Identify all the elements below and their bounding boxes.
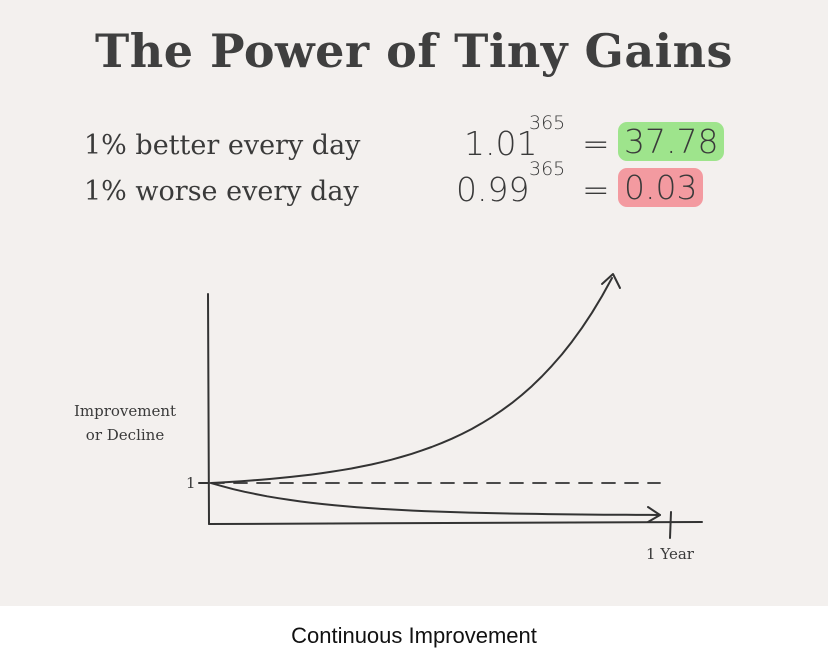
worse-equals: = bbox=[582, 170, 610, 209]
equation-worse: 1% worse every day 0.99 365 = 0.03 bbox=[84, 158, 764, 210]
equation-better: 1% better every day 1.01 365 = 37.78 bbox=[84, 112, 764, 164]
x-axis-label: 1 Year bbox=[646, 545, 695, 563]
better-base: 1.01 bbox=[464, 124, 538, 163]
better-exponent: 365 bbox=[529, 112, 566, 134]
worse-curve bbox=[210, 482, 661, 516]
worse-result: 0.03 bbox=[618, 168, 704, 207]
better-label: 1% better every day bbox=[84, 130, 361, 161]
growth-chart: Improvement or Decline 1 1 Year bbox=[74, 273, 703, 563]
better-equals: = bbox=[582, 124, 610, 163]
better-curve bbox=[210, 277, 613, 484]
worse-label: 1% worse every day bbox=[84, 176, 359, 207]
y-axis-label-line1: Improvement bbox=[74, 402, 176, 420]
x-axis bbox=[208, 521, 703, 525]
worse-arrowhead bbox=[647, 506, 661, 523]
worse-exponent: 365 bbox=[529, 158, 566, 180]
infographic-card: The Power of Tiny Gains 1% better every … bbox=[0, 0, 828, 606]
caption: Continuous Improvement bbox=[291, 623, 537, 648]
baseline-tick-label: 1 bbox=[186, 474, 196, 492]
page-title: The Power of Tiny Gains bbox=[95, 24, 733, 78]
one-year-tick bbox=[669, 511, 672, 539]
better-result: 37.78 bbox=[618, 122, 725, 161]
worse-base: 0.99 bbox=[456, 170, 530, 209]
y-axis-label-line2: or Decline bbox=[86, 426, 165, 444]
better-arrowhead bbox=[601, 273, 621, 289]
y-axis bbox=[207, 293, 210, 525]
